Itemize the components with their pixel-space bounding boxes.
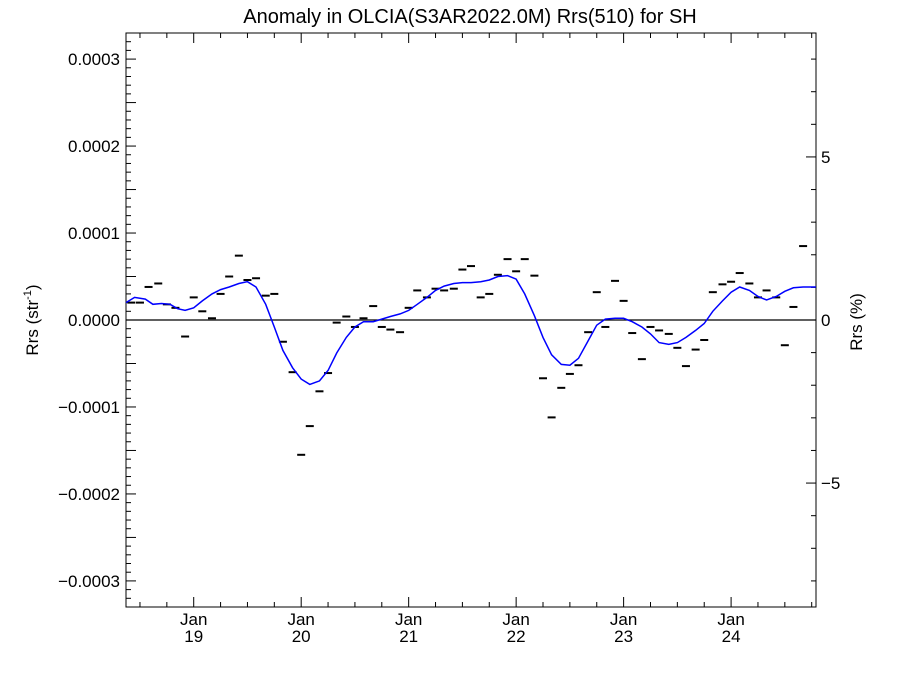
left-y-axis: 0.0003 0.0002 0.0001 0.0000 −0.0001 −0.0002 −0… (58, 32, 136, 608)
x-tick-year-label: 21 (399, 627, 418, 646)
y-tick-label: 0.0003 (68, 50, 120, 69)
y2-tick-label: −5 (821, 474, 840, 493)
y-tick-label: 0.0001 (68, 224, 120, 243)
x-tick-month-label: Jan (502, 610, 529, 629)
y-tick-label: −0.0001 (58, 398, 120, 417)
x-tick-year-label: 24 (722, 627, 741, 646)
y2-tick-label: 0 (821, 311, 830, 330)
y2-axis-label: Rrs (%) (847, 293, 866, 351)
x-tick-month-label: Jan (287, 610, 314, 629)
y-tick-label: 0.0000 (68, 311, 120, 330)
x-tick-month-label: Jan (395, 610, 422, 629)
chart-title: Anomaly in OLCIA(S3AR2022.0M) Rrs(510) f… (243, 6, 697, 28)
plot-frame (125, 32, 817, 608)
x-tick-month-label: Jan (180, 610, 207, 629)
x-tick-month-label: Jan (610, 610, 637, 629)
monthly-anomaly-markers (127, 245, 808, 456)
x-tick-year-label: 19 (184, 627, 203, 646)
x-tick-month-label: Jan (717, 610, 744, 629)
x-tick-year-label: 23 (614, 627, 633, 646)
y-tick-label: −0.0003 (58, 572, 120, 591)
y2-tick-label: 5 (821, 148, 830, 167)
x-tick-year-label: 20 (292, 627, 311, 646)
y-axis-label-main: Rrs (str (23, 300, 42, 356)
y-tick-label: −0.0002 (58, 485, 120, 504)
x-tick-year-label: 22 (507, 627, 526, 646)
y-axis-label-close: ) (23, 284, 42, 290)
y-axis-label: Rrs (str-1) (22, 284, 42, 355)
data-series (125, 245, 816, 456)
y-axis-label-superscript: -1 (22, 290, 34, 300)
right-y-axis: 5 0 −5 (806, 58, 840, 582)
smoothed-anomaly-line (125, 274, 816, 386)
y-tick-label: 0.0002 (68, 137, 120, 156)
